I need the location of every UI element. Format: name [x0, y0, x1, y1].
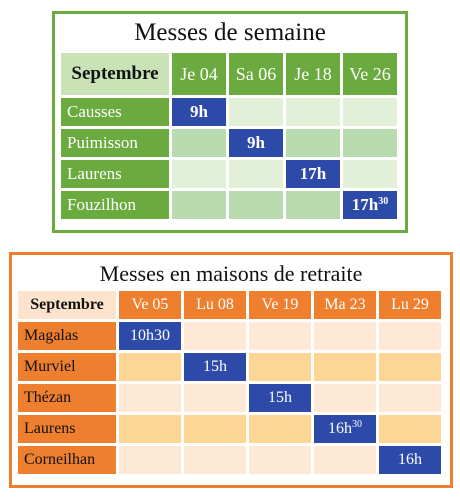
retirement-date-header: Lu 29: [379, 291, 441, 319]
empty-cell: [343, 129, 397, 157]
empty-cell: [172, 191, 226, 219]
empty-cell: [172, 129, 226, 157]
table-row: Corneilhan 16h: [18, 446, 441, 474]
weekday-month-header: Septembre: [61, 53, 169, 95]
empty-cell: [249, 415, 311, 443]
empty-cell: [314, 322, 376, 350]
empty-cell: [379, 322, 441, 350]
empty-cell: [184, 415, 246, 443]
minutes-superscript: 30: [378, 196, 389, 207]
empty-cell: [286, 98, 340, 126]
weekday-title: Messes de semaine: [134, 19, 326, 46]
empty-cell: [249, 446, 311, 474]
empty-cell: [172, 160, 226, 188]
mass-time-cell: 17h: [286, 160, 340, 188]
retirement-title: Messes en maisons de retraite: [99, 261, 363, 286]
retirement-date-header: Ma 23: [314, 291, 376, 319]
mass-time-cell: 16h: [379, 446, 441, 474]
mass-time-text: 17h: [351, 195, 379, 214]
place-label: Laurens: [18, 415, 116, 443]
table-row: Causses 9h: [61, 98, 397, 126]
empty-cell: [379, 415, 441, 443]
mass-time-cell: 15h: [249, 384, 311, 412]
place-label: Causses: [61, 98, 169, 126]
weekday-schedule-table: Septembre Je 04 Sa 06 Je 18 Ve 26 Causse…: [58, 50, 400, 222]
mass-time-cell: 16h30: [314, 415, 376, 443]
retirement-month-header: Septembre: [18, 291, 116, 319]
mass-time-cell: 10h30: [119, 322, 181, 350]
retirement-date-header: Lu 08: [184, 291, 246, 319]
place-label: Puimisson: [61, 129, 169, 157]
table-row: Fouzilhon 17h30: [61, 191, 397, 219]
empty-cell: [314, 446, 376, 474]
empty-cell: [286, 191, 340, 219]
retirement-header-row: Septembre Ve 05 Lu 08 Ve 19 Ma 23 Lu 29: [18, 291, 441, 319]
empty-cell: [229, 98, 283, 126]
empty-cell: [184, 446, 246, 474]
mass-time-text: 16h: [328, 420, 352, 437]
weekday-masses-panel: Messes de semaine Septembre Je 04 Sa 06 …: [52, 11, 408, 233]
place-label: Magalas: [18, 322, 116, 350]
empty-cell: [184, 384, 246, 412]
mass-time-cell: 9h: [229, 129, 283, 157]
empty-cell: [229, 191, 283, 219]
table-row: Laurens 17h: [61, 160, 397, 188]
place-label: Corneilhan: [18, 446, 116, 474]
table-row: Laurens 16h30: [18, 415, 441, 443]
mass-time-cell: 17h30: [343, 191, 397, 219]
weekday-header-row: Septembre Je 04 Sa 06 Je 18 Ve 26: [61, 53, 397, 95]
empty-cell: [379, 353, 441, 381]
empty-cell: [314, 384, 376, 412]
empty-cell: [119, 415, 181, 443]
minutes-superscript: 30: [352, 419, 362, 430]
empty-cell: [119, 446, 181, 474]
empty-cell: [249, 322, 311, 350]
empty-cell: [343, 98, 397, 126]
retirement-date-header: Ve 19: [249, 291, 311, 319]
empty-cell: [184, 322, 246, 350]
retirement-schedule-table: Septembre Ve 05 Lu 08 Ve 19 Ma 23 Lu 29 …: [15, 288, 444, 477]
place-label: Thézan: [18, 384, 116, 412]
mass-time-cell: 9h: [172, 98, 226, 126]
weekday-date-header: Je 04: [172, 53, 226, 95]
empty-cell: [229, 160, 283, 188]
retirement-date-header: Ve 05: [119, 291, 181, 319]
place-label: Fouzilhon: [61, 191, 169, 219]
weekday-date-header: Je 18: [286, 53, 340, 95]
weekday-date-header: Ve 26: [343, 53, 397, 95]
empty-cell: [119, 353, 181, 381]
empty-cell: [379, 384, 441, 412]
retirement-masses-panel: Messes en maisons de retraite Septembre …: [9, 252, 453, 488]
weekday-date-header: Sa 06: [229, 53, 283, 95]
table-row: Murviel 15h: [18, 353, 441, 381]
empty-cell: [286, 129, 340, 157]
place-label: Murviel: [18, 353, 116, 381]
table-row: Thézan 15h: [18, 384, 441, 412]
mass-time-cell: 15h: [184, 353, 246, 381]
table-row: Puimisson 9h: [61, 129, 397, 157]
empty-cell: [119, 384, 181, 412]
place-label: Laurens: [61, 160, 169, 188]
empty-cell: [314, 353, 376, 381]
table-row: Magalas 10h30: [18, 322, 441, 350]
empty-cell: [249, 353, 311, 381]
empty-cell: [343, 160, 397, 188]
